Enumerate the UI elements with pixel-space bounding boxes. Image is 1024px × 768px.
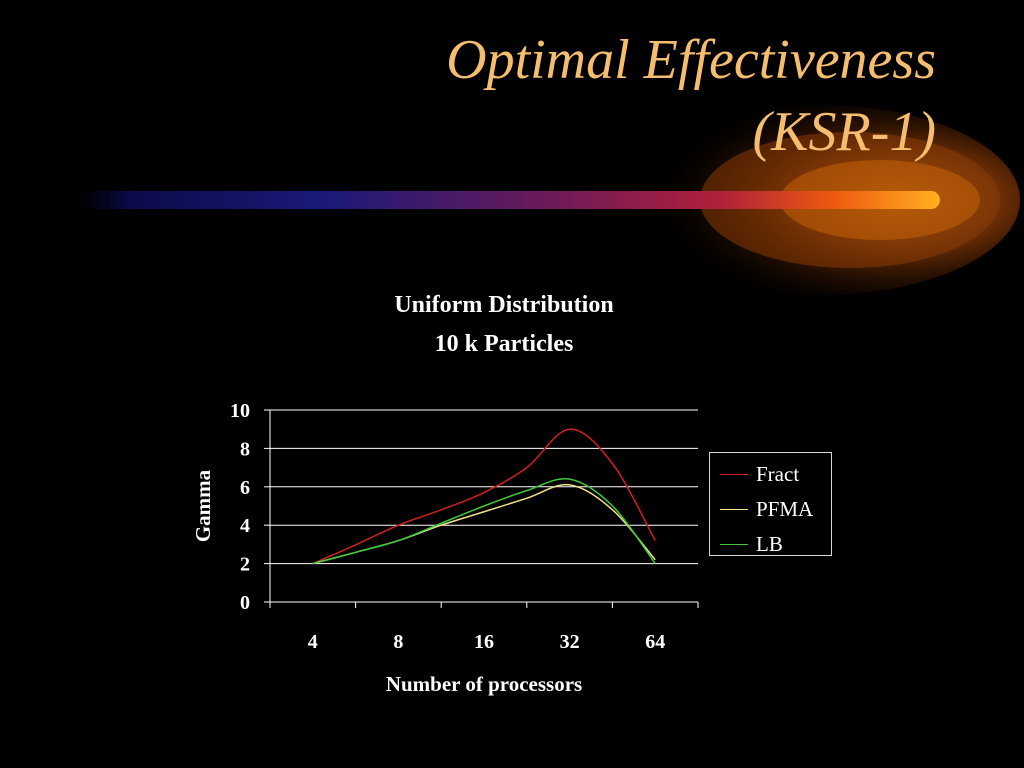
y-tick-label-2: 2 (240, 554, 250, 576)
x-tick-label-4: 4 (308, 631, 318, 653)
y-tick-label-4: 4 (240, 515, 250, 537)
chart-subtitle: 10 k Particles (434, 331, 574, 357)
legend-label-pfma: PFMA (756, 496, 814, 521)
x-tick-label-64: 64 (645, 631, 665, 653)
series-line-pfma (312, 483, 656, 565)
legend-swatch-lb (720, 543, 748, 545)
legend-item-pfma: PFMA (720, 498, 813, 520)
series-line-fract (312, 428, 656, 565)
x-tick-label-8: 8 (393, 631, 403, 653)
series-line-lb (312, 477, 656, 565)
y-tick-label-6: 6 (240, 477, 250, 499)
legend-swatch-fract (720, 473, 748, 475)
decorative-comet-stripe (60, 105, 1020, 295)
chart-axes (264, 409, 699, 608)
y-tick-label-8: 8 (240, 438, 250, 460)
chart-title: Uniform Distribution (394, 292, 614, 318)
legend-item-lb: LB (720, 533, 783, 555)
chart-labels: 0 2 4 6 8 10 4 8 16 32 64 Number of processors Gamma (191, 400, 665, 696)
legend-label-lb: LB (756, 531, 783, 556)
y-axis-label: Gamma (191, 469, 215, 542)
legend-swatch-pfma (720, 508, 748, 510)
legend-label-fract: Fract (756, 461, 800, 486)
x-tick-label-16: 16 (474, 631, 494, 653)
chart-gridlines (270, 409, 698, 565)
chart-legend: Fract PFMA LB (709, 452, 832, 556)
legend-item-fract: Fract (720, 463, 799, 485)
chart-series (312, 428, 656, 565)
y-tick-label-10: 10 (230, 400, 250, 422)
slide-title-line-2: (KSR-1) (752, 101, 936, 163)
slide-title-line-1: Optimal Effectiveness (446, 29, 936, 91)
y-tick-label-0: 0 (240, 592, 250, 614)
x-tick-label-32: 32 (560, 631, 580, 653)
x-axis-label: Number of processors (386, 672, 582, 696)
comet-stripe (60, 191, 940, 209)
